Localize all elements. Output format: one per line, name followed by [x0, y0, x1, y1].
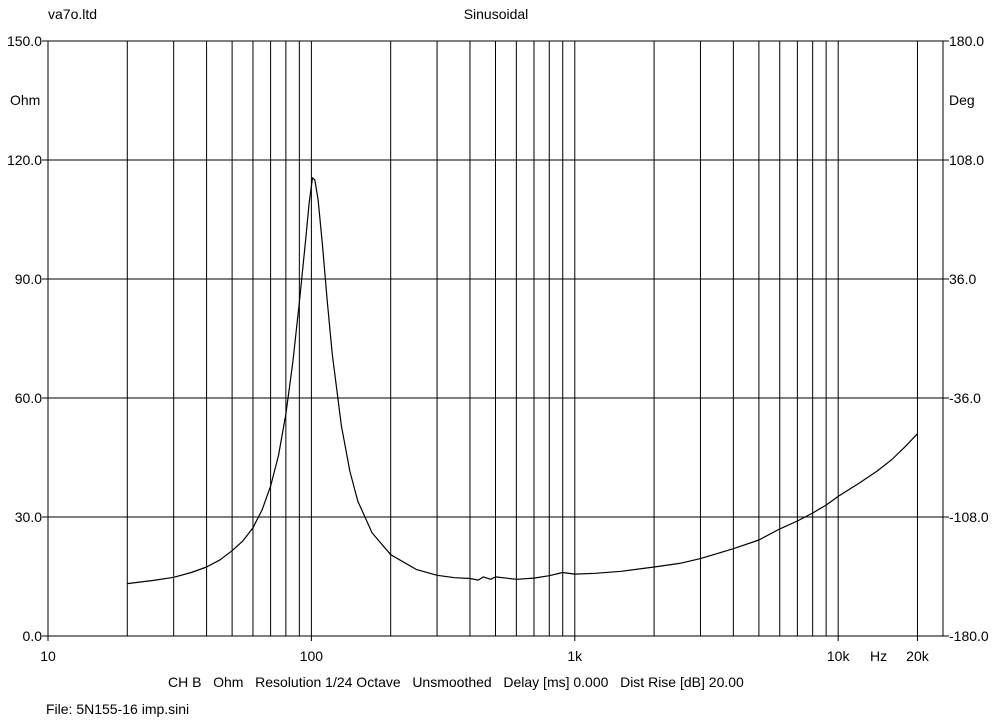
grid [48, 41, 943, 636]
y-tick-label: 0.0 [23, 628, 43, 644]
x-tick-label: 10k [827, 648, 851, 664]
y2-axis-label: Deg [949, 92, 975, 108]
y2-tick-label: 36.0 [949, 271, 976, 287]
y2-axis-ticks: 180.0 108.0 36.0 -36.0 -108.0 -180.0 [943, 33, 989, 644]
y2-tick-label: 180.0 [949, 33, 984, 49]
y-tick-label: 150.0 [7, 33, 42, 49]
x-axis-ticks: 10 100 1k 10k 20k [40, 636, 930, 664]
y-tick-label: 30.0 [15, 509, 42, 525]
y2-tick-label: -180.0 [949, 628, 989, 644]
x-tick-label: 10 [40, 648, 56, 664]
y2-tick-label: -36.0 [949, 390, 981, 406]
y-tick-label: 60.0 [15, 390, 42, 406]
y2-tick-label: 108.0 [949, 152, 984, 168]
x-axis-unit: Hz [870, 648, 887, 664]
plot-frame [47, 40, 944, 637]
x-tick-label: 100 [300, 648, 324, 664]
series-layer [127, 177, 918, 585]
y-tick-label: 90.0 [15, 271, 42, 287]
x-tick-label: 1k [567, 648, 583, 664]
y-axis-ticks: 150.0 120.0 90.0 60.0 30.0 0.0 [7, 33, 48, 644]
impedance-curve [127, 177, 918, 585]
y-tick-label: 120.0 [7, 152, 42, 168]
y2-tick-label: -108.0 [949, 509, 989, 525]
header-left-label: va7o.ltd [48, 6, 97, 22]
y-axis-label: Ohm [10, 92, 40, 108]
chart-title: Sinusoidal [464, 6, 529, 22]
x-tick-label: 20k [906, 648, 930, 664]
file-name: File: 5N155-16 imp.sini [46, 701, 189, 717]
measurement-info: CH B Ohm Resolution 1/24 Octave Unsmooth… [168, 674, 744, 690]
